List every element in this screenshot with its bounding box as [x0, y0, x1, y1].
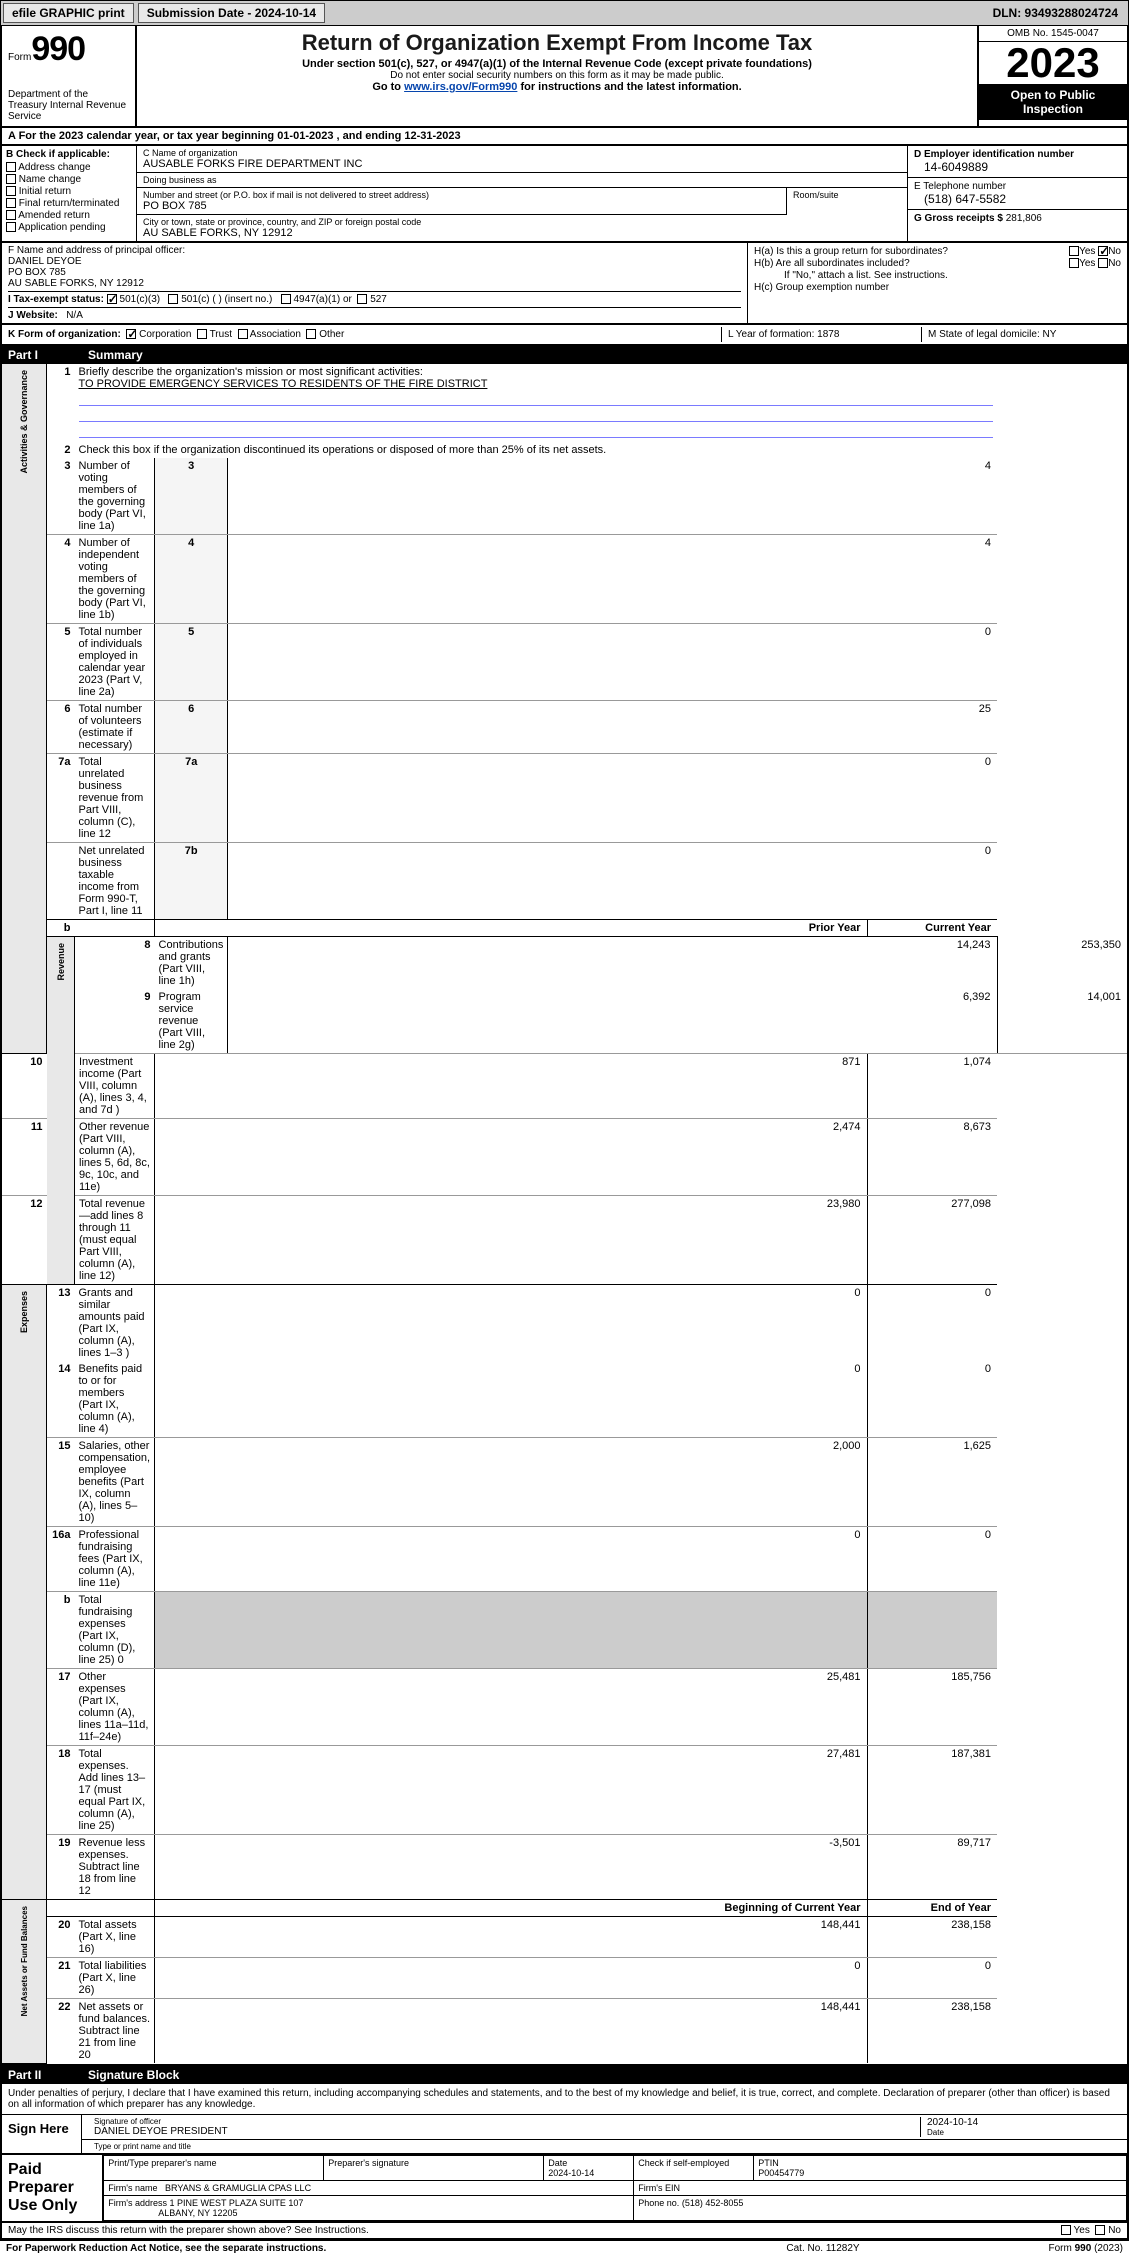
- amended-return-checkbox[interactable]: [6, 210, 16, 220]
- side-net: Net Assets or Fund Balances: [20, 1902, 29, 2020]
- k-trust[interactable]: [197, 329, 207, 339]
- side-activities: Activities & Governance: [19, 366, 29, 478]
- row-klm: K Form of organization: Corporation Trus…: [0, 325, 1129, 346]
- section-f-h: F Name and address of principal officer:…: [0, 243, 1129, 325]
- col-b-mid: C Name of organization AUSABLE FORKS FIR…: [137, 146, 907, 241]
- form-number: 990: [31, 30, 85, 68]
- room-cell: Room/suite: [787, 188, 907, 215]
- section-b-g: B Check if applicable: Address change Na…: [0, 146, 1129, 243]
- preparer-block: Paid Preparer Use Only Print/Type prepar…: [0, 2155, 1129, 2223]
- header-right: OMB No. 1545-0047 2023 Open to Public In…: [977, 26, 1127, 126]
- top-bar: efile GRAPHIC print Submission Date - 20…: [0, 0, 1129, 26]
- part-1-header: Part I Summary: [0, 346, 1129, 364]
- discuss-yes[interactable]: [1061, 2225, 1071, 2235]
- row-a-tax-year: A For the 2023 calendar year, or tax yea…: [0, 128, 1129, 146]
- dln-text: DLN: 93493288024724: [993, 6, 1126, 20]
- 527-checkbox[interactable]: [357, 294, 367, 304]
- tax-year: 2023: [979, 42, 1127, 84]
- penalty-text: Under penalties of perjury, I declare th…: [2, 2084, 1127, 2114]
- application-pending-checkbox[interactable]: [6, 222, 16, 232]
- header-left: Form990 Department of the Treasury Inter…: [2, 26, 137, 126]
- signature-block: Under penalties of perjury, I declare th…: [0, 2084, 1129, 2155]
- form-title: Return of Organization Exempt From Incom…: [145, 30, 969, 56]
- address-change-checkbox[interactable]: [6, 162, 16, 172]
- 501c-checkbox[interactable]: [168, 294, 178, 304]
- dept-text: Department of the Treasury Internal Reve…: [8, 89, 129, 122]
- col-b-checkboxes: B Check if applicable: Address change Na…: [2, 146, 137, 241]
- gross-receipts-cell: G Gross receipts $ 281,806: [908, 210, 1127, 227]
- summary-table: Activities & Governance 1 Briefly descri…: [2, 364, 1127, 2064]
- 4947-checkbox[interactable]: [281, 294, 291, 304]
- ein-cell: D Employer identification number 14-6049…: [908, 146, 1127, 178]
- may-irs-row: May the IRS discuss this return with the…: [0, 2223, 1129, 2240]
- ha-no[interactable]: [1098, 246, 1108, 256]
- open-inspection: Open to Public Inspection: [979, 84, 1127, 120]
- irs-link[interactable]: www.irs.gov/Form990: [404, 81, 517, 93]
- dba-cell: Doing business as: [137, 173, 907, 188]
- subtitle-2: Do not enter social security numbers on …: [145, 70, 969, 81]
- subtitle-1: Under section 501(c), 527, or 4947(a)(1)…: [145, 58, 969, 70]
- header-mid: Return of Organization Exempt From Incom…: [137, 26, 977, 126]
- preparer-label: Paid Preparer Use Only: [2, 2155, 103, 2221]
- phone-cell: E Telephone number (518) 647-5582: [908, 178, 1127, 210]
- sign-here-label: Sign Here: [2, 2115, 82, 2153]
- side-expenses: Expenses: [19, 1287, 29, 1337]
- fih-right: H(a) Is this a group return for subordin…: [747, 243, 1127, 323]
- b-header: B Check if applicable:: [6, 149, 132, 160]
- hb-no[interactable]: [1098, 258, 1108, 268]
- k-assoc[interactable]: [238, 329, 248, 339]
- org-name-cell: C Name of organization AUSABLE FORKS FIR…: [137, 146, 907, 173]
- k-other[interactable]: [306, 329, 316, 339]
- part-2-header: Part II Signature Block: [0, 2066, 1129, 2084]
- submission-date-button[interactable]: Submission Date - 2024-10-14: [138, 3, 325, 23]
- discuss-no[interactable]: [1095, 2225, 1105, 2235]
- k-corp[interactable]: [126, 329, 136, 339]
- city-cell: City or town, state or province, country…: [137, 215, 907, 241]
- 501c3-checkbox[interactable]: [107, 294, 117, 304]
- addr-cell: Number and street (or P.O. box if mail i…: [137, 188, 787, 215]
- hb-yes[interactable]: [1069, 258, 1079, 268]
- part-1-body: Activities & Governance 1 Briefly descri…: [0, 364, 1129, 2066]
- fih-left: F Name and address of principal officer:…: [2, 243, 747, 323]
- col-b-right: D Employer identification number 14-6049…: [907, 146, 1127, 241]
- footer: For Paperwork Reduction Act Notice, see …: [0, 2240, 1129, 2256]
- efile-print-button[interactable]: efile GRAPHIC print: [3, 3, 134, 23]
- side-revenue: Revenue: [56, 939, 66, 985]
- subtitle-3: Go to www.irs.gov/Form990 for instructio…: [145, 81, 969, 93]
- initial-return-checkbox[interactable]: [6, 186, 16, 196]
- final-return-checkbox[interactable]: [6, 198, 16, 208]
- form-header: Form990 Department of the Treasury Inter…: [0, 26, 1129, 128]
- ha-yes[interactable]: [1069, 246, 1079, 256]
- name-change-checkbox[interactable]: [6, 174, 16, 184]
- form-label: Form: [8, 52, 31, 63]
